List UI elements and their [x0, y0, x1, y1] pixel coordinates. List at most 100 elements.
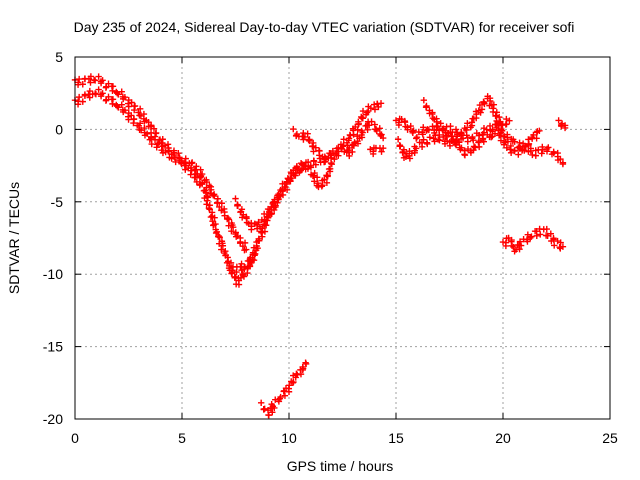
data-point [458, 144, 465, 152]
data-point [502, 138, 509, 146]
series-arc-6 [343, 118, 387, 160]
data-point [143, 130, 151, 137]
data-point [299, 366, 306, 374]
data-point [359, 129, 366, 136]
data-point [395, 119, 403, 126]
data-point [310, 139, 317, 147]
data-point [114, 102, 121, 110]
data-point [266, 206, 273, 214]
data-point [218, 200, 226, 207]
data-point [309, 142, 316, 150]
data-point [131, 102, 139, 110]
data-point [95, 86, 102, 93]
data-point [306, 136, 313, 143]
data-point [517, 242, 525, 249]
data-point [504, 131, 511, 138]
data-point [241, 239, 249, 247]
data-point [224, 254, 231, 261]
data-point [271, 196, 278, 203]
data-point [503, 120, 510, 128]
data-point [198, 170, 206, 178]
data-point [324, 173, 331, 180]
data-point [165, 147, 173, 154]
data-point [290, 125, 297, 133]
series-arc-7 [367, 144, 387, 158]
data-point [537, 231, 544, 238]
data-point [282, 183, 289, 191]
data-point [109, 83, 117, 90]
data-point [495, 113, 503, 121]
data-point [435, 136, 442, 143]
data-point [289, 379, 297, 386]
data-point [228, 227, 235, 235]
data-point [125, 103, 132, 110]
data-point [530, 131, 537, 139]
data-point [192, 170, 200, 178]
data-point [261, 405, 268, 412]
data-point [130, 115, 138, 123]
data-point [329, 147, 337, 155]
series-arc-12 [257, 359, 310, 419]
data-point [368, 118, 375, 125]
data-point [304, 130, 311, 137]
series-arc-13 [555, 117, 569, 132]
x-tick-label: 5 [178, 430, 186, 446]
data-point [99, 90, 106, 97]
data-point [114, 89, 121, 97]
data-point [446, 142, 454, 150]
data-point [545, 144, 552, 151]
data-point [312, 161, 320, 168]
data-point [216, 234, 223, 241]
data-point [488, 133, 495, 141]
data-point [349, 148, 356, 156]
data-point [559, 159, 567, 166]
data-point [277, 393, 284, 401]
data-point [354, 140, 362, 147]
x-tick-label: 0 [71, 430, 79, 446]
data-point [396, 141, 404, 149]
data-point [312, 144, 320, 151]
data-point [473, 114, 480, 122]
plot-frame [74, 56, 611, 420]
data-point [294, 166, 301, 174]
data-point [543, 148, 551, 155]
data-point [331, 155, 338, 163]
x-tick-label: 15 [388, 430, 404, 446]
data-point [304, 165, 312, 172]
data-point [528, 233, 535, 240]
data-point [79, 98, 86, 105]
tick-labels: 0 5 10 15 20 25 5 0 -5 -10 -15 -20 [43, 49, 618, 446]
data-point [201, 187, 209, 194]
data-point [377, 100, 385, 107]
data-point [346, 144, 353, 152]
data-point [378, 148, 385, 155]
data-point [248, 258, 255, 265]
data-point [442, 133, 450, 141]
data-point [311, 178, 318, 185]
data-point [401, 118, 409, 126]
data-point [136, 105, 144, 113]
data-point [188, 167, 195, 174]
data-point [502, 239, 510, 246]
data-point [162, 148, 169, 156]
data-point [559, 243, 567, 250]
data-point [292, 169, 299, 177]
data-point [492, 121, 499, 128]
data-point [490, 105, 497, 112]
data-point [215, 232, 222, 240]
data-point [255, 235, 262, 243]
data-point [75, 79, 82, 86]
data-point [151, 136, 159, 143]
data-point [496, 131, 504, 139]
data-point [239, 271, 247, 279]
data-point [527, 145, 534, 152]
data-point [196, 174, 204, 181]
data-point [539, 146, 546, 153]
data-point [269, 409, 276, 416]
data-point [347, 132, 354, 139]
data-point [310, 148, 317, 155]
series-arc-4 [232, 159, 335, 233]
data-point [420, 136, 427, 143]
data-point [433, 122, 440, 130]
